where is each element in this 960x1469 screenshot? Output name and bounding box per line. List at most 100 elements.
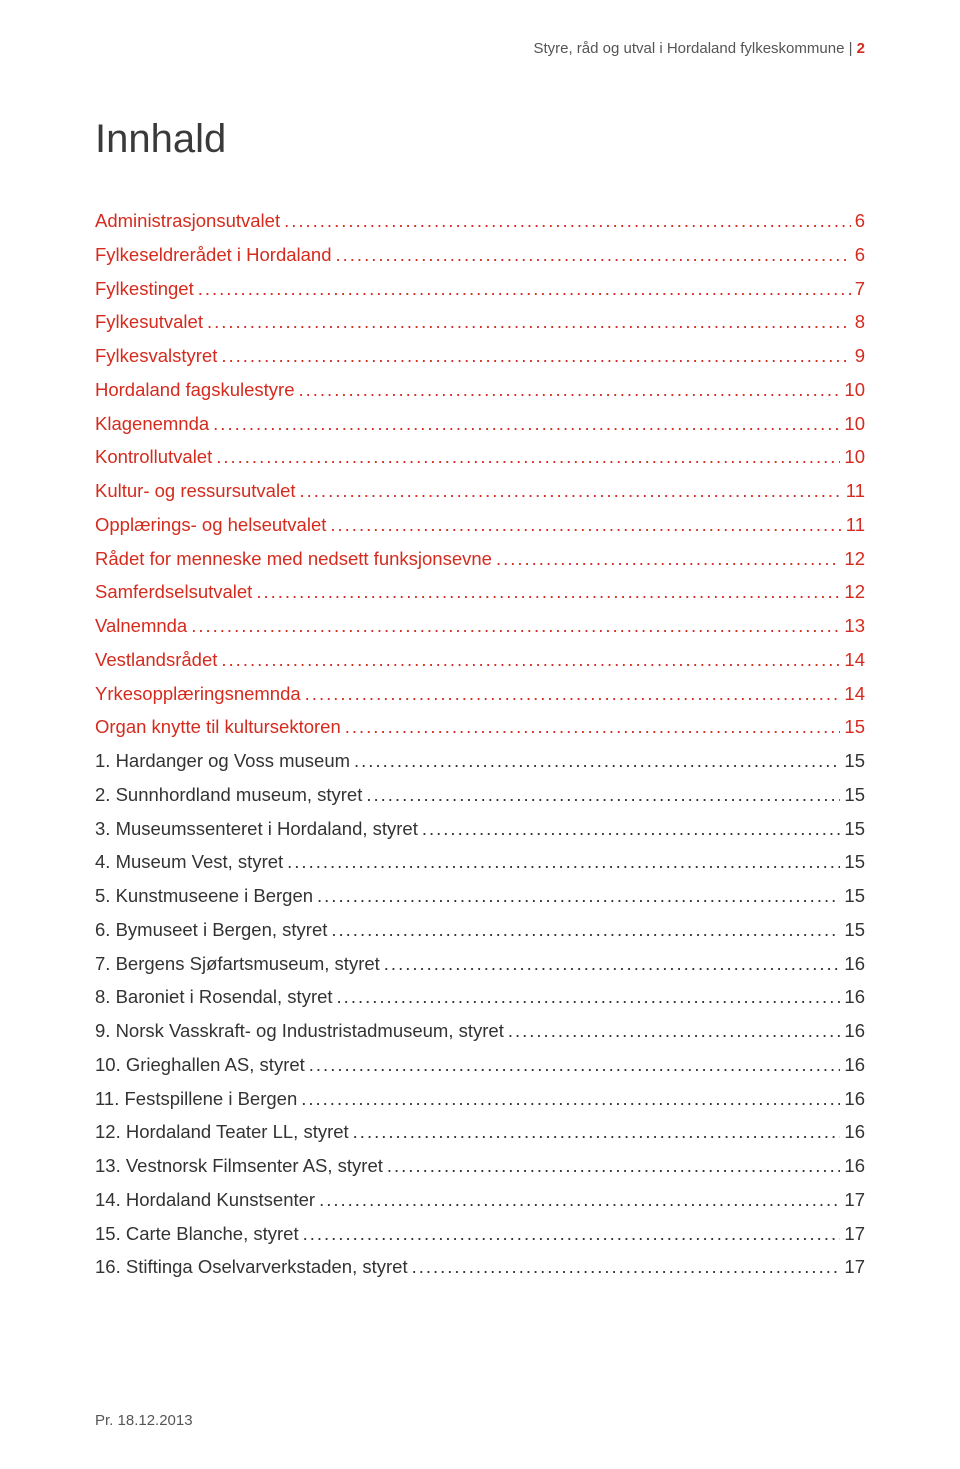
toc-row[interactable]: Fylkeseldrerådet i Hordaland6 [95,241,865,269]
toc-entry-label: 3. Museumssenteret i Hordaland, styret [95,815,418,843]
toc-row[interactable]: Opplærings- og helseutvalet 11 [95,511,865,539]
toc-entry-page: 17 [844,1186,865,1214]
toc-entry-label: Vestlandsrådet [95,646,217,674]
toc-row[interactable]: 6. Bymuseet i Bergen, styret 15 [95,916,865,944]
toc-entry-page: 11 [846,477,865,505]
toc-entry-label: Administrasjonsutvalet [95,207,280,235]
toc-row[interactable]: 7. Bergens Sjøfartsmuseum, styret 16 [95,950,865,978]
header-gray-text: Styre, råd og utval i Hordaland fylkesko… [533,40,856,57]
toc-leader-dots [303,1220,841,1248]
toc-row[interactable]: Kultur- og ressursutvalet 11 [95,477,865,505]
toc-entry-page: 16 [844,1152,865,1180]
page-title: Innhald [95,117,865,162]
toc-leader-dots [305,680,841,708]
toc-row[interactable]: 11. Festspillene i Bergen 16 [95,1085,865,1113]
toc-entry-page: 14 [844,680,865,708]
toc-leader-dots [198,275,851,303]
toc-entry-label: Rådet for menneske med nedsett funksjons… [95,545,492,573]
toc-entry-label: Opplærings- og helseutvalet [95,511,326,539]
toc-row[interactable]: Yrkesopplæringsnemnda14 [95,680,865,708]
toc-leader-dots [384,950,841,978]
toc-leader-dots [337,983,841,1011]
toc-entry-label: 11. Festspillene i Bergen [95,1085,297,1113]
toc-entry-page: 16 [844,950,865,978]
toc-leader-dots [387,1152,841,1180]
toc-entry-page: 16 [844,1017,865,1045]
toc-entry-label: 6. Bymuseet i Bergen, styret [95,916,327,944]
toc-entry-label: 13. Vestnorsk Filmsenter AS, styret [95,1152,383,1180]
toc-row[interactable]: 1. Hardanger og Voss museum 15 [95,747,865,775]
toc-leader-dots [221,342,850,370]
toc-entry-page: 17 [844,1253,865,1281]
toc-entry-page: 15 [844,781,865,809]
toc-leader-dots [331,916,840,944]
toc-row[interactable]: 8. Baroniet i Rosendal, styret 16 [95,983,865,1011]
toc-entry-page: 15 [844,713,865,741]
toc-entry-label: Valnemnda [95,612,187,640]
toc-entry-page: 15 [844,747,865,775]
toc-row[interactable]: Administrasjonsutvalet 6 [95,207,865,235]
toc-leader-dots [309,1051,841,1079]
toc-row[interactable]: 15. Carte Blanche, styret 17 [95,1220,865,1248]
toc-row[interactable]: 3. Museumssenteret i Hordaland, styret 1… [95,815,865,843]
table-of-contents: Administrasjonsutvalet 6 Fylkeseldrerådet … [95,207,865,1281]
toc-entry-page: 13 [844,612,865,640]
toc-entry-page: 16 [844,1051,865,1079]
toc-leader-dots [301,1085,840,1113]
toc-leader-dots [496,545,840,573]
toc-leader-dots [330,511,841,539]
toc-row[interactable]: 12. Hordaland Teater LL, styret 16 [95,1118,865,1146]
toc-row[interactable]: 5. Kunstmuseene i Bergen 15 [95,882,865,910]
toc-entry-label: Fylkesutvalet [95,308,203,336]
toc-row[interactable]: Fylkesvalstyret9 [95,342,865,370]
toc-leader-dots [207,308,851,336]
toc-entry-label: Fylkesvalstyret [95,342,217,370]
toc-row[interactable]: 14. Hordaland Kunstsenter 17 [95,1186,865,1214]
toc-entry-label: 7. Bergens Sjøfartsmuseum, styret [95,950,380,978]
toc-row[interactable]: Valnemnda 13 [95,612,865,640]
toc-leader-dots [216,443,840,471]
document-page: Styre, råd og utval i Hordaland fylkesko… [0,0,960,1469]
toc-entry-label: 2. Sunnhordland museum, styret [95,781,362,809]
toc-leader-dots [336,241,851,269]
toc-row[interactable]: Fylkestinget7 [95,275,865,303]
toc-row[interactable]: 4. Museum Vest, styret 15 [95,848,865,876]
toc-row[interactable]: Fylkesutvalet8 [95,308,865,336]
toc-entry-page: 16 [844,1085,865,1113]
toc-entry-label: 1. Hardanger og Voss museum [95,747,350,775]
toc-row[interactable]: Klagenemnda10 [95,410,865,438]
toc-leader-dots [221,646,840,674]
page-header: Styre, råd og utval i Hordaland fylkesko… [95,40,865,57]
toc-row[interactable]: Rådet for menneske med nedsett funksjons… [95,545,865,573]
toc-leader-dots [366,781,840,809]
toc-entry-label: 9. Norsk Vasskraft- og Industristadmuseu… [95,1017,504,1045]
toc-row[interactable]: Vestlandsrådet 14 [95,646,865,674]
toc-entry-label: Kultur- og ressursutvalet [95,477,296,505]
toc-row[interactable]: Hordaland fagskulestyre10 [95,376,865,404]
toc-entry-page: 6 [855,207,865,235]
toc-entry-page: 14 [844,646,865,674]
toc-leader-dots [508,1017,841,1045]
toc-entry-page: 11 [846,511,865,539]
toc-row[interactable]: 16. Stiftinga Oselvarverkstaden, styret … [95,1253,865,1281]
toc-entry-page: 12 [844,545,865,573]
toc-leader-dots [287,848,840,876]
toc-row[interactable]: 10. Grieghallen AS, styret 16 [95,1051,865,1079]
toc-row[interactable]: 9. Norsk Vasskraft- og Industristadmuseu… [95,1017,865,1045]
toc-entry-page: 16 [844,983,865,1011]
toc-entry-page: 15 [844,916,865,944]
toc-entry-page: 7 [855,275,865,303]
toc-entry-label: Samferdselsutvalet [95,578,252,606]
toc-entry-label: 8. Baroniet i Rosendal, styret [95,983,333,1011]
toc-row[interactable]: Kontrollutvalet10 [95,443,865,471]
toc-entry-label: 5. Kunstmuseene i Bergen [95,882,313,910]
toc-row[interactable]: 13. Vestnorsk Filmsenter AS, styret 16 [95,1152,865,1180]
toc-leader-dots [317,882,840,910]
toc-row[interactable]: 2. Sunnhordland museum, styret 15 [95,781,865,809]
toc-row[interactable]: Organ knytte til kultursektoren15 [95,713,865,741]
header-page-number: 2 [857,40,865,57]
toc-entry-page: 16 [844,1118,865,1146]
toc-leader-dots [256,578,840,606]
toc-leader-dots [213,410,840,438]
toc-row[interactable]: Samferdselsutvalet12 [95,578,865,606]
